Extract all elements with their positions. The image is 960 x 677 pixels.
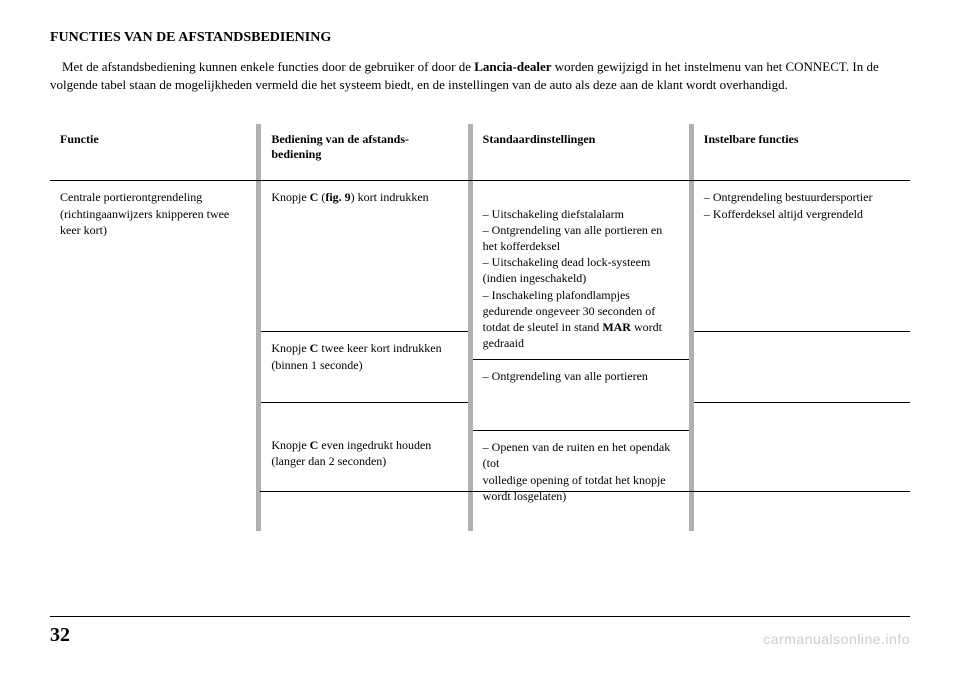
col-standaard: – Uitschakeling diefstalalarm – Ontgrend…	[473, 181, 689, 531]
instelbare-cell-3	[694, 403, 910, 503]
section-title: FUNCTIES VAN DE AFSTANDSBEDIENING	[50, 30, 910, 46]
bediening-cell-2: Knopje C twee keer kort indrukken (binne…	[261, 332, 467, 402]
intro-part1: Met de afstandsbediening kunnen enkele f…	[62, 59, 474, 74]
text: Knopje	[271, 190, 309, 204]
text: Knopje	[271, 438, 309, 452]
page-number: 32	[50, 624, 70, 647]
table-body: Centrale portierontgrendeling (richtinga…	[50, 181, 910, 531]
table-bottom-line	[260, 491, 910, 492]
intro-paragraph: Met de afstandsbediening kunnen enkele f…	[50, 58, 910, 94]
bediening-cell-3: Knopje C even ingedrukt houden (langer d…	[261, 403, 467, 503]
text: – Uitschakeling diefstalalarm – Ontgrend…	[483, 207, 663, 334]
col-bediening: Knopje C (fig. 9) kort indrukken Knopje …	[261, 181, 467, 531]
instelbare-cell-2	[694, 332, 910, 402]
header-instelbare: Instelbare functies	[694, 124, 910, 180]
bold-text: fig. 9	[325, 190, 350, 204]
functie-cell: Centrale portierontgrendeling (richtinga…	[50, 181, 256, 246]
page-bottom-line	[50, 616, 910, 617]
instelbare-cell-1: – Ontgrendeling bestuurdersportier – Kof…	[694, 181, 910, 331]
table-header-row: Functie Bediening van de afstands-bedien…	[50, 124, 910, 181]
standaard-cell-1: – Uitschakeling diefstalalarm – Ontgrend…	[473, 181, 689, 359]
text: Knopje	[271, 341, 309, 355]
col-instelbare: – Ontgrendeling bestuurdersportier – Kof…	[694, 181, 910, 531]
intro-bold: Lancia-dealer	[474, 59, 551, 74]
bold-text: MAR	[602, 320, 631, 334]
bediening-cell-1: Knopje C (fig. 9) kort indrukken	[261, 181, 467, 331]
text: ) kort indrukken	[351, 190, 429, 204]
functions-table: Functie Bediening van de afstands-bedien…	[50, 124, 910, 531]
col-functie: Centrale portierontgrendeling (richtinga…	[50, 181, 256, 531]
header-standaard: Standaardinstellingen	[473, 124, 689, 180]
standaard-cell-2: – Ontgrendeling van alle portieren	[473, 360, 689, 430]
page-content: FUNCTIES VAN DE AFSTANDSBEDIENING Met de…	[0, 0, 960, 551]
watermark: carmanualsonline.info	[763, 631, 910, 647]
header-functie: Functie	[50, 124, 256, 180]
standaard-cell-3: – Openen van de ruiten en het opendak (t…	[473, 431, 689, 531]
header-bediening: Bediening van de afstands-bediening	[261, 124, 467, 180]
